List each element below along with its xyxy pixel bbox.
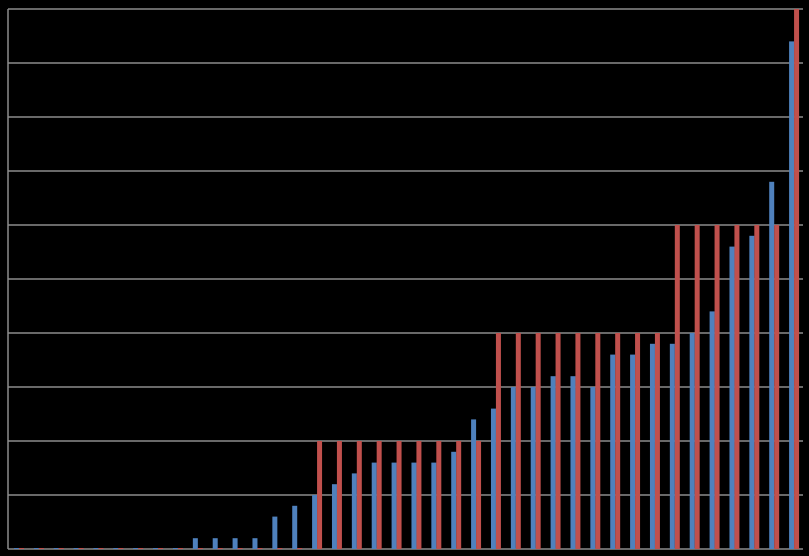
bar-series-a bbox=[769, 181, 775, 550]
bar-series-b bbox=[436, 441, 442, 549]
bar-series-a bbox=[550, 376, 556, 549]
bar-series-a bbox=[113, 548, 119, 549]
bar-series-b bbox=[555, 333, 561, 549]
bar-series-a bbox=[510, 387, 516, 549]
bar-series-b bbox=[38, 548, 44, 549]
bar-series-b bbox=[714, 225, 720, 549]
bar-series-b bbox=[575, 333, 581, 549]
bar-series-a bbox=[411, 462, 417, 549]
bar-series-b bbox=[416, 441, 422, 549]
bar-series-b bbox=[376, 441, 382, 549]
bar-series-b bbox=[237, 548, 243, 549]
bar-series-a bbox=[212, 538, 218, 549]
bar-series-b bbox=[217, 548, 223, 549]
bar-series-b bbox=[654, 333, 660, 549]
bar-series-a bbox=[272, 516, 278, 549]
bar-series-a bbox=[669, 343, 675, 549]
bar-series-b bbox=[794, 9, 800, 549]
bar-series-b bbox=[495, 333, 501, 549]
bar-series-b bbox=[535, 333, 541, 549]
bar-series-b bbox=[257, 548, 263, 549]
bar-series-a bbox=[451, 451, 457, 549]
bar-series-a bbox=[570, 376, 576, 549]
bar-series-b bbox=[356, 441, 362, 549]
bar-series-a bbox=[172, 548, 178, 549]
bar-series-a bbox=[133, 548, 139, 549]
bar-series-a bbox=[331, 484, 337, 549]
bar-series-b bbox=[754, 225, 760, 549]
bar-series-a bbox=[351, 473, 357, 549]
bar-series-a bbox=[590, 387, 596, 549]
bar-series-b bbox=[138, 548, 144, 549]
bar-series-b bbox=[297, 548, 303, 549]
bar-series-a bbox=[371, 462, 377, 549]
bar-series-a bbox=[689, 333, 695, 549]
bar-series-b bbox=[98, 548, 104, 549]
bar-series-a bbox=[232, 538, 238, 549]
bar-series-b bbox=[396, 441, 402, 549]
bar-series-b bbox=[734, 225, 740, 549]
bar-series-a bbox=[13, 548, 19, 549]
bar-series-b bbox=[515, 333, 521, 549]
bar-series-a bbox=[530, 387, 536, 549]
bar-series-a bbox=[153, 548, 159, 549]
bars bbox=[13, 9, 800, 550]
bar-series-a bbox=[93, 548, 99, 549]
bar-series-b bbox=[774, 225, 780, 549]
bar-series-a bbox=[431, 462, 437, 549]
bar-series-a bbox=[312, 495, 318, 549]
bar-series-b bbox=[78, 548, 84, 549]
bar-series-a bbox=[490, 408, 496, 549]
bar-series-b bbox=[317, 441, 323, 549]
bar-series-b bbox=[158, 548, 164, 549]
bar-series-b bbox=[635, 333, 641, 549]
bar-series-b bbox=[58, 548, 64, 549]
bar-series-b bbox=[177, 548, 183, 549]
bar-series-b bbox=[336, 441, 342, 549]
bar-series-b bbox=[595, 333, 601, 549]
bar-series-a bbox=[192, 538, 198, 549]
bar-series-b bbox=[456, 441, 462, 549]
bar-series-a bbox=[292, 505, 298, 549]
bar-series-a bbox=[729, 246, 735, 549]
bar-series-b bbox=[277, 548, 283, 549]
bar-series-a bbox=[789, 41, 795, 550]
bar-series-b bbox=[674, 225, 680, 549]
bar-series-a bbox=[471, 419, 477, 549]
bar-series-a bbox=[610, 354, 616, 549]
bar-series-a bbox=[391, 462, 397, 549]
bar-series-a bbox=[73, 548, 79, 549]
bar-series-b bbox=[118, 548, 124, 549]
bar-series-a bbox=[709, 311, 715, 549]
bar-series-b bbox=[694, 225, 700, 549]
bar-series-a bbox=[33, 548, 39, 549]
bar-series-b bbox=[197, 548, 203, 549]
bar-series-a bbox=[749, 235, 755, 550]
bar-series-a bbox=[252, 538, 258, 549]
bar-series-a bbox=[53, 548, 59, 549]
bar-series-b bbox=[476, 441, 482, 549]
bar-series-b bbox=[18, 548, 24, 549]
gridlines bbox=[7, 8, 803, 550]
bar-series-a bbox=[649, 343, 655, 549]
bar-series-a bbox=[630, 354, 636, 549]
bar-series-b bbox=[615, 333, 621, 549]
